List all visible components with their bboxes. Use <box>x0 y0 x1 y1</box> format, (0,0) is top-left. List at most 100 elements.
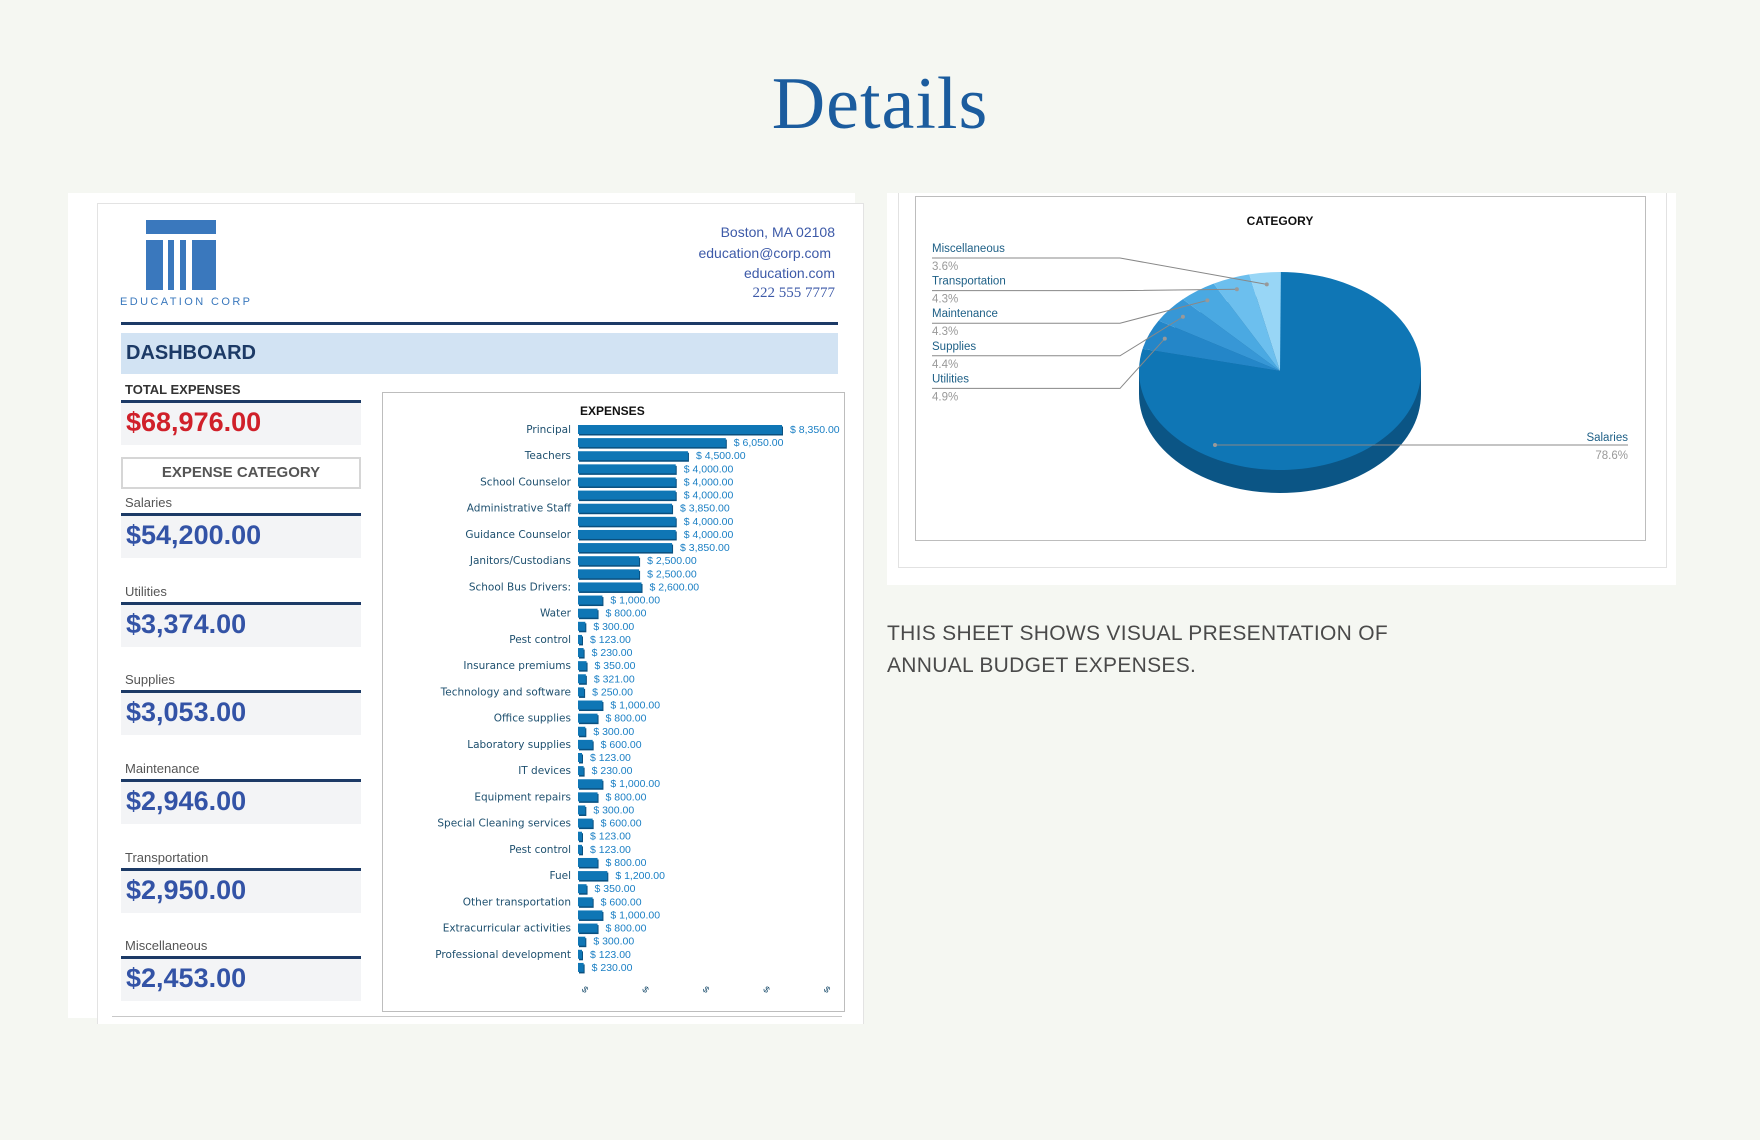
bar <box>578 438 726 448</box>
bar <box>578 648 584 658</box>
slice-name-label: Miscellaneous <box>932 243 1005 255</box>
divider <box>121 602 361 605</box>
pie-slice-transportation <box>1213 274 1280 371</box>
bar <box>578 818 593 828</box>
company-email[interactable]: education@corp.com <box>698 245 831 261</box>
logo-column-icon <box>192 240 216 290</box>
company-website[interactable]: education.com <box>743 265 835 281</box>
slice-name-label: Supplies <box>932 341 976 353</box>
bar <box>578 425 782 434</box>
leader-dot <box>1162 336 1167 341</box>
bar-value-label: $ 300.00 <box>593 804 634 816</box>
pie-slice-maintenance <box>1182 283 1280 371</box>
bar-category-label: Technology and software <box>440 686 571 698</box>
slice-name-label: Maintenance <box>932 308 998 320</box>
leader-dot <box>1205 298 1210 303</box>
x-tick-label: $ <box>761 984 772 995</box>
bar-value-label: $ 123.00 <box>590 949 631 961</box>
bar <box>578 700 603 710</box>
category-chart-frame <box>898 193 1667 568</box>
logo-column-icon <box>180 240 186 290</box>
leader-dot <box>1264 282 1269 287</box>
category-label: Supplies <box>125 672 175 687</box>
category-label: Miscellaneous <box>125 938 208 953</box>
bar <box>578 792 598 802</box>
x-tick-label: $ <box>580 984 591 995</box>
category-label: Utilities <box>125 584 167 599</box>
bar-value-label: $ 1,200.00 <box>615 870 665 882</box>
category-value: $54,200.00 <box>126 520 262 550</box>
bar-value-label: $ 230.00 <box>592 765 633 777</box>
bar <box>578 884 587 894</box>
bar-value-label: $ 4,000.00 <box>684 476 734 488</box>
category-box <box>121 605 361 647</box>
bar <box>578 910 603 920</box>
bar-value-label: $ 800.00 <box>606 923 647 935</box>
bar-value-label: $ 1,000.00 <box>610 700 660 712</box>
pie-slice-supplies <box>1158 299 1280 371</box>
dashboard-band <box>121 333 838 374</box>
divider <box>121 868 361 871</box>
bar <box>578 936 586 946</box>
category-pie-chart-svg: CATEGORY Salaries 78.6% Miscellaneous 3.6% T… <box>932 214 1628 493</box>
slice-percent-label: 3.6% <box>932 261 958 273</box>
bar-value-label: $ 1,000.00 <box>610 909 660 921</box>
bar <box>578 923 598 933</box>
description-text: THIS SHEET SHOWS VISUAL PRESENTATION OF … <box>887 618 1388 682</box>
category-value: $2,453.00 <box>126 963 247 993</box>
category-box <box>121 516 361 558</box>
bar-category-label: Equipment repairs <box>474 791 571 803</box>
bar-value-label: $ 2,600.00 <box>650 581 700 593</box>
bar <box>578 608 598 618</box>
bar <box>578 464 676 474</box>
bar <box>578 726 586 736</box>
x-tick-label: $ <box>701 984 712 995</box>
description-line: ANNUAL BUDGET EXPENSES. <box>887 654 1197 677</box>
divider <box>121 779 361 782</box>
bar-category-label: Other transportation <box>463 896 571 908</box>
bar <box>578 949 582 959</box>
category-box <box>121 959 361 1001</box>
category-value: $2,946.00 <box>126 786 247 816</box>
divider <box>121 690 361 693</box>
bar-category-label: Professional development <box>435 949 571 961</box>
bar-value-label: $ 300.00 <box>593 621 634 633</box>
expense-category-header: EXPENSE CATEGORY <box>121 457 361 489</box>
bar <box>578 687 585 697</box>
bar <box>578 634 582 644</box>
bar-value-label: $ 4,500.00 <box>696 450 746 462</box>
leader-line <box>932 288 1237 292</box>
bar <box>578 556 640 566</box>
bar <box>578 516 676 526</box>
bar-value-label: $ 300.00 <box>593 936 634 948</box>
slice-percent-label: 4.3% <box>932 326 958 338</box>
bar <box>578 713 598 723</box>
bar <box>578 661 587 671</box>
bar <box>578 805 586 815</box>
bar-category-label: Water <box>540 608 572 620</box>
bar <box>578 779 603 789</box>
bar <box>578 490 676 500</box>
bar-value-label: $ 3,850.00 <box>680 542 730 554</box>
bar-value-label: $ 800.00 <box>606 608 647 620</box>
bar-category-label: School Bus Drivers: <box>469 581 571 593</box>
category-value: $2,950.00 <box>126 875 247 905</box>
bar-value-label: $ 800.00 <box>606 713 647 725</box>
bar-value-label: $ 8,350.00 <box>790 424 840 436</box>
bar-category-label: Principal <box>526 424 571 436</box>
category-box <box>121 871 361 913</box>
bar-value-label: $ 800.00 <box>606 791 647 803</box>
bar <box>578 543 673 553</box>
category-label: Maintenance <box>125 761 200 776</box>
bar <box>578 857 598 867</box>
bar-category-label: Pest control <box>509 634 571 646</box>
bar-value-label: $ 600.00 <box>601 818 642 830</box>
bar-category-label: Teachers <box>524 450 571 462</box>
slice-percent-label: 78.6% <box>1595 450 1628 462</box>
bar <box>578 897 593 907</box>
company-phone: 222 555 7777 <box>752 285 836 301</box>
bar-value-label: $ 321.00 <box>594 673 635 685</box>
category-value: $3,374.00 <box>126 609 247 639</box>
bar-value-label: $ 350.00 <box>595 660 636 672</box>
